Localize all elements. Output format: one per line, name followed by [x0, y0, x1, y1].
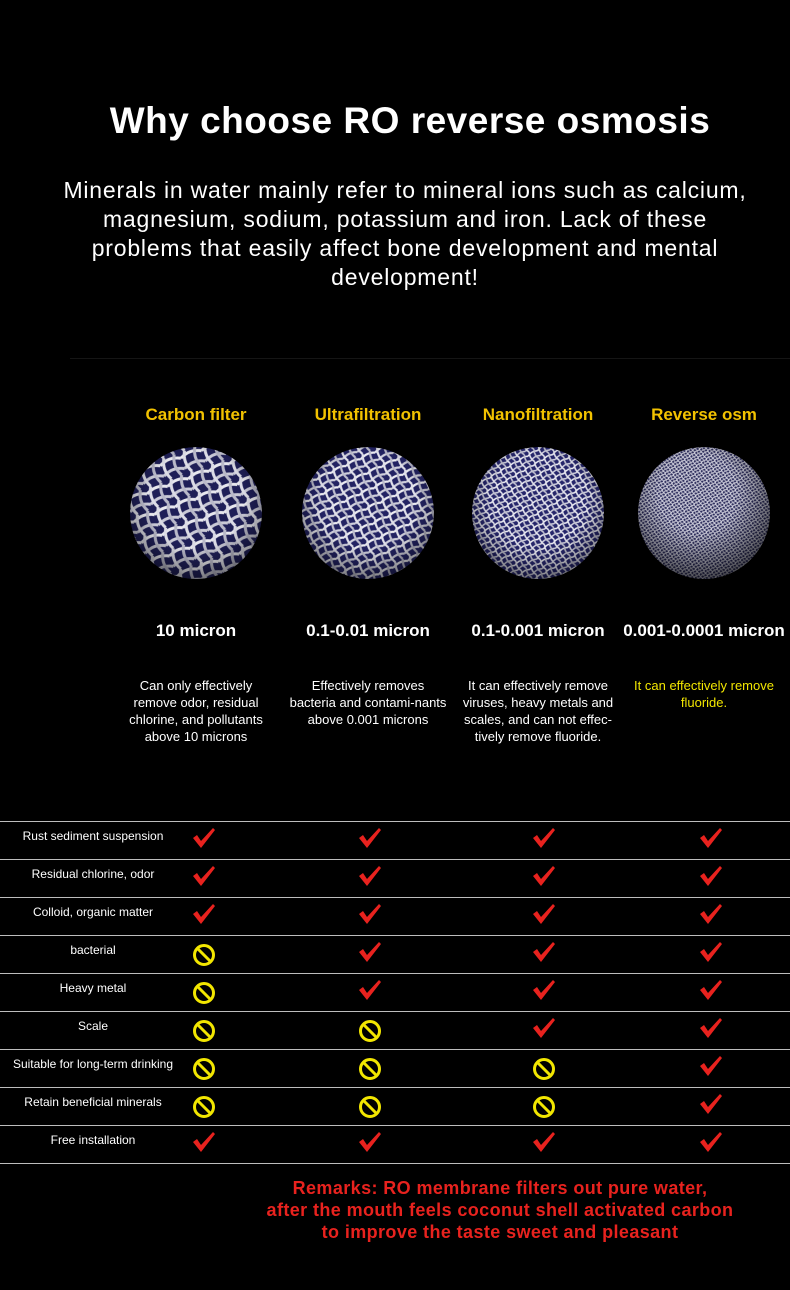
remarks-line: after the mouth feels coconut shell acti… — [266, 1200, 734, 1220]
check-icon — [698, 1053, 724, 1079]
row-label: bacterial — [70, 943, 116, 957]
prohibited-icon — [357, 1018, 383, 1044]
check-icon — [357, 977, 383, 1003]
filter-micron: 0.1-0.01 micron — [306, 621, 430, 640]
filter-column-reverse-osmosis: Reverse osm 0.001-0.0001 micron It can — [619, 405, 789, 711]
ultrafine-mesh-icon — [638, 447, 770, 579]
row-label: Colloid, organic matter — [32, 905, 154, 919]
check-icon — [531, 863, 557, 889]
row-label: Suitable for long-term drinking — [12, 1057, 174, 1071]
filter-column-nanofiltration: Nanofiltration 0.1-0.001 micron It can — [453, 405, 623, 745]
filter-name: Carbon filter — [145, 405, 247, 424]
filter-description: It can effectively remove viruses, heavy… — [462, 678, 614, 744]
check-icon — [191, 901, 217, 927]
coarse-mesh-icon — [130, 447, 262, 579]
filter-description: It can effectively remove fluoride. — [634, 678, 774, 710]
prohibited-icon — [191, 1018, 217, 1044]
filter-description: Effectively removes bacteria and contami… — [289, 678, 447, 727]
table-row: Scale — [0, 1011, 790, 1049]
table-row: Heavy metal — [0, 973, 790, 1011]
prohibited-icon — [357, 1094, 383, 1120]
check-icon — [698, 863, 724, 889]
table-row: Rust sediment suspension — [0, 821, 790, 859]
filter-name: Nanofiltration — [482, 405, 594, 424]
filter-description: Can only effectively remove odor, residu… — [129, 678, 263, 744]
check-icon — [357, 863, 383, 889]
check-icon — [698, 901, 724, 927]
comparison-table: Rust sediment suspension Residual chlorin… — [0, 821, 790, 1164]
check-icon — [531, 901, 557, 927]
prohibited-icon — [191, 1094, 217, 1120]
prohibited-icon — [191, 980, 217, 1006]
intro-paragraph: Minerals in water mainly refer to minera… — [63, 177, 747, 290]
prohibited-icon — [191, 1056, 217, 1082]
remarks-line: to improve the taste sweet and pleasant — [321, 1222, 679, 1242]
prohibited-icon — [357, 1056, 383, 1082]
filter-column-ultrafiltration: Ultrafiltration 0.1-0.01 micron Effecti — [283, 405, 453, 728]
check-icon — [191, 863, 217, 889]
row-label: Rust sediment suspension — [22, 829, 164, 843]
check-icon — [191, 1129, 217, 1155]
check-icon — [698, 1015, 724, 1041]
row-label: Retain beneficial minerals — [24, 1095, 162, 1109]
check-icon — [357, 1129, 383, 1155]
check-icon — [531, 1129, 557, 1155]
table-row: Suitable for long-term drinking — [0, 1049, 790, 1087]
section-divider — [70, 358, 790, 359]
check-icon — [698, 825, 724, 851]
filter-name: Reverse osm — [651, 405, 757, 424]
check-icon — [191, 825, 217, 851]
prohibited-icon — [191, 942, 217, 968]
filter-name: Ultrafiltration — [314, 405, 422, 424]
check-icon — [698, 1129, 724, 1155]
filter-micron: 0.001-0.0001 micron — [623, 621, 785, 640]
check-icon — [357, 825, 383, 851]
filter-column-carbon: Carbon filter 10 micron Can only effect — [111, 405, 281, 745]
row-label: Residual chlorine, odor — [31, 867, 155, 881]
page-headline: Why choose RO reverse osmosis — [109, 100, 711, 141]
filter-micron: 10 micron — [155, 621, 237, 640]
filter-micron: 0.1-0.001 micron — [471, 621, 605, 640]
medium-mesh-icon — [302, 447, 434, 579]
check-icon — [531, 825, 557, 851]
table-row: bacterial — [0, 935, 790, 973]
row-label: Scale — [77, 1019, 109, 1033]
check-icon — [698, 939, 724, 965]
remarks-note: Remarks: RO membrane filters out pure wa… — [230, 1177, 770, 1243]
table-row: Residual chlorine, odor — [0, 859, 790, 897]
check-icon — [698, 1091, 724, 1117]
table-row: Free installation — [0, 1125, 790, 1164]
row-label: Free installation — [50, 1133, 136, 1147]
check-icon — [357, 939, 383, 965]
check-icon — [531, 1015, 557, 1041]
check-icon — [357, 901, 383, 927]
fine-mesh-icon — [472, 447, 604, 579]
check-icon — [531, 939, 557, 965]
check-icon — [531, 977, 557, 1003]
remarks-line: Remarks: RO membrane filters out pure wa… — [292, 1178, 708, 1198]
prohibited-icon — [531, 1094, 557, 1120]
prohibited-icon — [531, 1056, 557, 1082]
check-icon — [698, 977, 724, 1003]
table-row: Retain beneficial minerals — [0, 1087, 790, 1125]
row-label: Heavy metal — [59, 981, 127, 995]
table-row: Colloid, organic matter — [0, 897, 790, 935]
